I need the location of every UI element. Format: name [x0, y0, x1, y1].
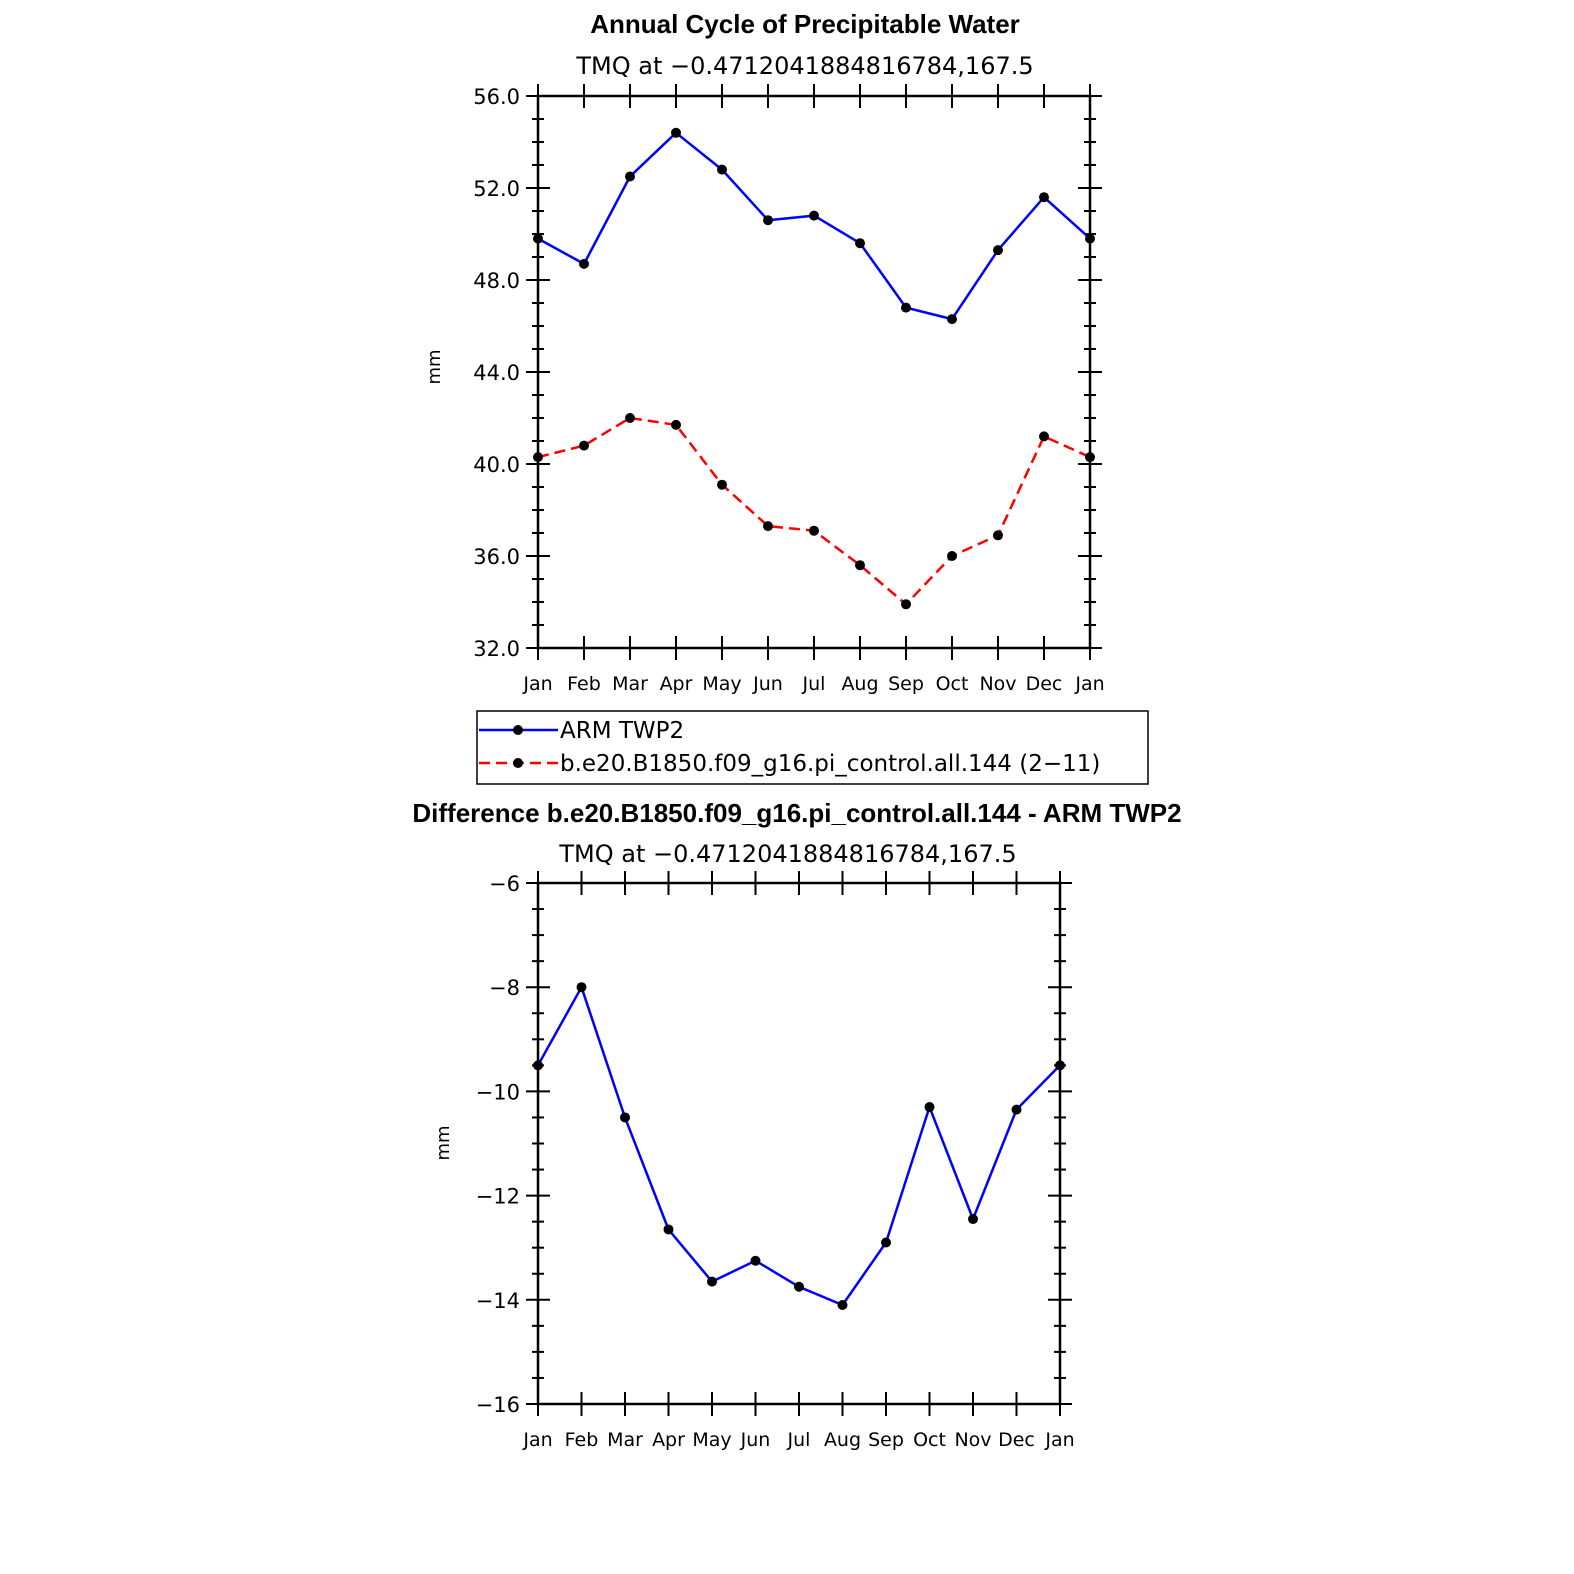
top-chart-ylabel: mm: [424, 349, 445, 384]
bottom-chart-xtick-label: Apr: [652, 1429, 685, 1451]
top-chart-series-2-point: [671, 419, 681, 430]
bottom-chart-series-1-point: [707, 1276, 717, 1287]
bottom-chart-series-1-point: [663, 1224, 674, 1235]
bottom-chart-xtick-label: Jan: [522, 1429, 552, 1451]
top-chart-frame: [536, 94, 1092, 650]
bottom-chart-series-1-point: [794, 1281, 804, 1292]
bottom-chart-series-1-point: [881, 1237, 891, 1248]
bottom-chart-ytick-label: −16: [476, 1393, 520, 1417]
bottom-chart-xtick-label: Jul: [787, 1429, 811, 1451]
top-chart-series-1-point: [947, 314, 957, 325]
top-chart-series-2-point: [947, 551, 957, 561]
bottom-chart-frame: [536, 881, 1062, 1406]
legend-marker-series-1: [513, 725, 523, 735]
top-chart-series-1-point: [1085, 233, 1095, 244]
top-chart-ytick-label: 56.0: [473, 85, 520, 109]
top-chart-ytick-label: 36.0: [473, 545, 520, 569]
bottom-chart-ytick-label: −6: [489, 872, 520, 896]
top-chart-xtick-label: Jul: [802, 673, 826, 695]
bottom-chart-xtick-label: May: [692, 1429, 731, 1451]
top-chart-series-1-point: [855, 238, 865, 249]
bottom-chart-xtick-label: Sep: [868, 1429, 904, 1451]
top-chart-series-2-point: [855, 560, 865, 571]
bottom-chart-xtick-label: Aug: [824, 1429, 861, 1451]
top-chart-series-1-point: [763, 215, 773, 226]
legend: ARM TWP2 b.e20.B1850.f09_g16.pi_control.…: [476, 710, 1149, 785]
top-chart-xtick-label: Apr: [660, 673, 693, 695]
top-chart-ytick-label: 32.0: [473, 637, 520, 661]
top-chart-series-1-point: [533, 233, 543, 244]
legend-label-series-2: b.e20.B1850.f09_g16.pi_control.all.144 (…: [560, 751, 1100, 777]
top-chart-series-2-point: [579, 440, 589, 451]
bottom-chart-xtick-label: Jun: [740, 1429, 771, 1451]
top-chart-series-1-point: [901, 302, 911, 313]
top-chart-series-2-point: [763, 521, 773, 532]
bottom-chart-series-1-point: [924, 1102, 935, 1113]
top-chart-series-1-point: [1039, 192, 1049, 203]
top-chart-xtick-label: Jan: [1074, 673, 1104, 695]
bottom-chart-series-1-point: [576, 982, 587, 993]
bottom-chart-ylabel: mm: [433, 1125, 454, 1160]
top-chart-xtick-label: Aug: [841, 673, 878, 695]
top-chart-xtick-label: Sep: [888, 673, 924, 695]
top-chart-series-2-point: [533, 452, 543, 463]
bottom-chart-ytick-label: −8: [489, 976, 520, 1000]
bottom-chart-title: Difference b.e20.B1850.f09_g16.pi_contro…: [412, 798, 1181, 828]
top-chart-series-line-1: [537, 131, 1091, 321]
top-chart-xtick-label: Nov: [979, 673, 1016, 695]
top-chart-series-1-point: [993, 245, 1003, 256]
bottom-chart-series-1-point: [837, 1300, 848, 1311]
top-chart-ytick-label: 40.0: [473, 453, 520, 477]
legend-box: [476, 710, 1149, 785]
top-chart-series-1-point: [625, 171, 635, 182]
bottom-chart-series-1-point: [620, 1112, 630, 1123]
bottom-chart-series-1-point: [750, 1255, 761, 1266]
top-chart-series-1-point: [671, 127, 681, 138]
top-chart-series-1-point: [809, 210, 819, 221]
top-chart-subtitle: TMQ at −0.4712041884816784,167.5: [575, 52, 1033, 80]
bottom-chart-xtick-label: Feb: [565, 1429, 599, 1451]
top-chart-xtick-label: Feb: [567, 673, 601, 695]
top-chart-title: Annual Cycle of Precipitable Water: [590, 9, 1020, 39]
bottom-chart-subtitle: TMQ at −0.4712041884816784,167.5: [558, 840, 1016, 868]
top-chart-xtick-label: Jun: [752, 673, 783, 695]
bottom-chart-series-1-point: [1011, 1104, 1022, 1115]
bottom-chart-ytick-label: −14: [476, 1289, 520, 1313]
bottom-chart-series-1-point: [1055, 1060, 1065, 1071]
legend-marker-series-2: [513, 758, 523, 768]
top-chart-series-2-point: [625, 413, 635, 423]
top-chart-series-2-point: [1039, 431, 1049, 442]
top-chart-series-1-point: [717, 164, 727, 175]
bottom-chart-series-1-point: [968, 1214, 978, 1225]
top-chart-series-2-point: [1085, 452, 1095, 463]
bottom-chart-ytick-label: −10: [476, 1080, 520, 1104]
top-chart-ytick-label: 44.0: [473, 361, 520, 385]
top-chart-series-2-point: [809, 525, 819, 536]
top-chart-series-2-point: [993, 530, 1003, 541]
top-chart-xtick-label: Dec: [1026, 673, 1063, 695]
bottom-chart-xtick-label: Nov: [954, 1429, 991, 1451]
bottom-chart-xtick-label: Mar: [607, 1429, 643, 1451]
legend-label-series-1: ARM TWP2: [560, 718, 684, 744]
top-chart-series-line-2: [537, 416, 1091, 606]
top-chart-series-2-point: [717, 479, 727, 490]
top-chart-ytick-label: 48.0: [473, 269, 520, 293]
top-chart-xtick-label: Oct: [936, 673, 969, 695]
top-chart-series-1-point: [579, 258, 589, 269]
bottom-chart-xtick-label: Dec: [998, 1429, 1035, 1451]
bottom-chart-series-1-point: [533, 1060, 543, 1071]
top-chart-ytick-label: 52.0: [473, 177, 520, 201]
bottom-chart-series-line-1: [536, 985, 1061, 1307]
bottom-chart-xtick-label: Oct: [913, 1429, 946, 1451]
bottom-chart-xtick-label: Jan: [1044, 1429, 1074, 1451]
top-chart-xtick-label: May: [702, 673, 741, 695]
bottom-chart-ytick-label: −12: [476, 1185, 520, 1209]
top-chart-series-2-point: [901, 599, 911, 610]
top-chart-xtick-label: Mar: [612, 673, 648, 695]
top-chart-xtick-label: Jan: [522, 673, 552, 695]
